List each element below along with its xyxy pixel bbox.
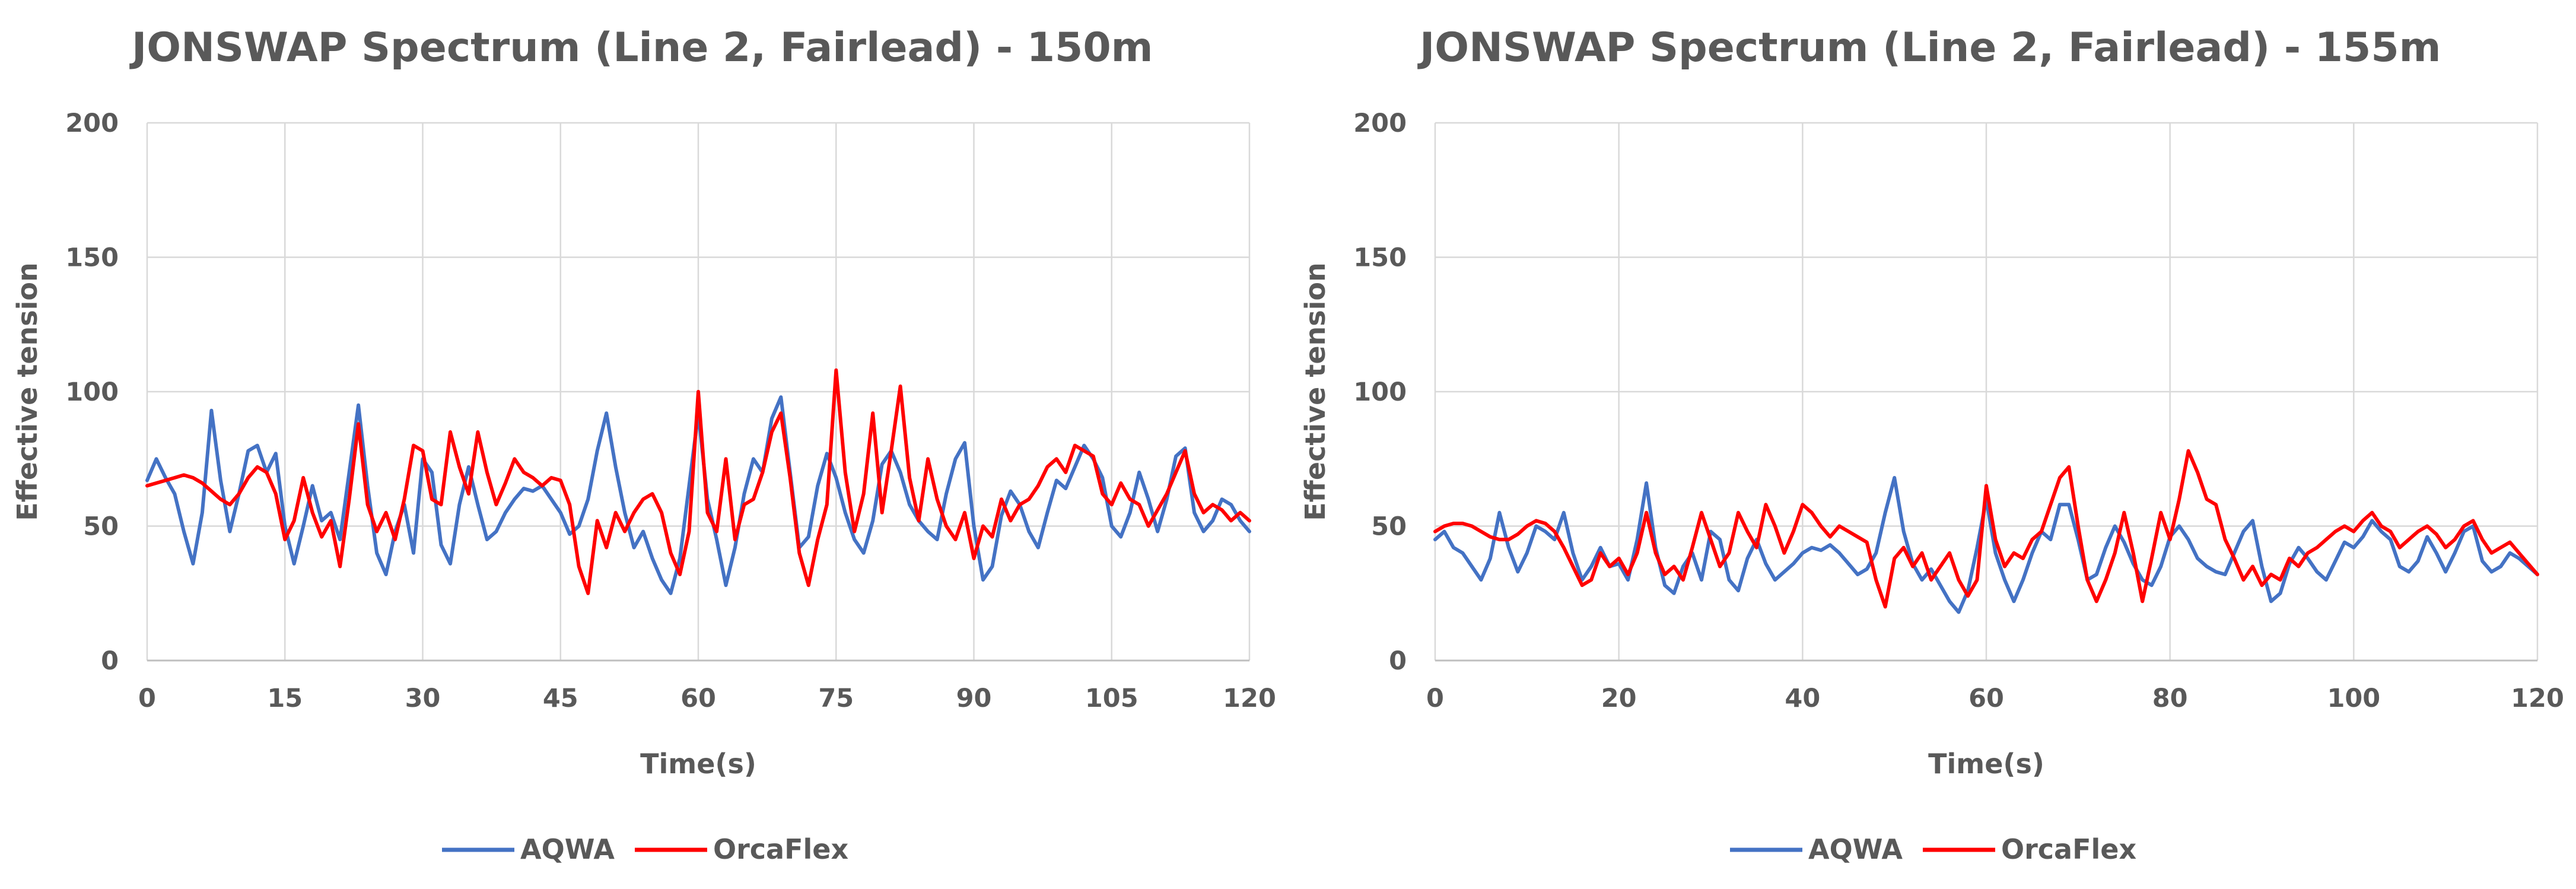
x-tick-label: 90 [956, 684, 992, 713]
y-tick-label: 0 [1389, 646, 1407, 676]
x-tick-label: 80 [2152, 684, 2188, 713]
y-tick-label: 150 [65, 243, 119, 273]
x-tick-label: 60 [680, 684, 716, 713]
y-tick-label: 100 [1353, 377, 1407, 407]
x-tick-label: 120 [2511, 684, 2564, 713]
x-axis-label: Time(s) [1928, 748, 2044, 780]
x-tick-label: 75 [818, 684, 854, 713]
legend-label-orcaflex: OrcaFlex [2001, 833, 2136, 865]
legend-label-aqwa: AQWA [520, 833, 615, 865]
y-tick-label: 150 [1353, 243, 1407, 273]
x-tick-label: 0 [138, 684, 156, 713]
x-tick-label: 30 [405, 684, 441, 713]
x-tick-label: 100 [2327, 684, 2380, 713]
chart-svg: JONSWAP Spectrum (Line 2, Fairlead) - 15… [1299, 24, 2564, 865]
legend-label-orcaflex: OrcaFlex [713, 833, 848, 865]
y-tick-label: 0 [101, 646, 119, 676]
x-tick-label: 120 [1223, 684, 1276, 713]
y-tick-label: 100 [65, 377, 119, 407]
chart-title: JONSWAP Spectrum (Line 2, Fairlead) - 15… [129, 24, 1153, 71]
y-tick-label: 50 [83, 512, 119, 542]
x-axis-label: Time(s) [640, 748, 756, 780]
series-line-orcaflex [1433, 449, 2539, 609]
x-tick-label: 15 [267, 684, 303, 713]
y-tick-label: 200 [1353, 109, 1407, 138]
x-tick-label: 45 [543, 684, 578, 713]
y-tick-label: 50 [1371, 512, 1407, 542]
chart-155m: JONSWAP Spectrum (Line 2, Fairlead) - 15… [1288, 0, 2576, 889]
x-tick-label: 105 [1085, 684, 1138, 713]
chart-svg: JONSWAP Spectrum (Line 2, Fairlead) - 15… [11, 24, 1276, 865]
x-tick-label: 20 [1601, 684, 1637, 713]
x-tick-label: 0 [1426, 684, 1444, 713]
x-tick-label: 40 [1785, 684, 1820, 713]
x-tick-label: 60 [1968, 684, 2004, 713]
legend-label-aqwa: AQWA [1808, 833, 1903, 865]
y-axis-label: Effective tension [1299, 262, 1331, 521]
chart-150m: JONSWAP Spectrum (Line 2, Fairlead) - 15… [11, 24, 1276, 865]
y-axis-label: Effective tension [11, 262, 43, 521]
chart-title: JONSWAP Spectrum (Line 2, Fairlead) - 15… [1417, 24, 2441, 71]
series-line-orcaflex [145, 368, 1251, 595]
y-tick-label: 200 [65, 109, 119, 138]
